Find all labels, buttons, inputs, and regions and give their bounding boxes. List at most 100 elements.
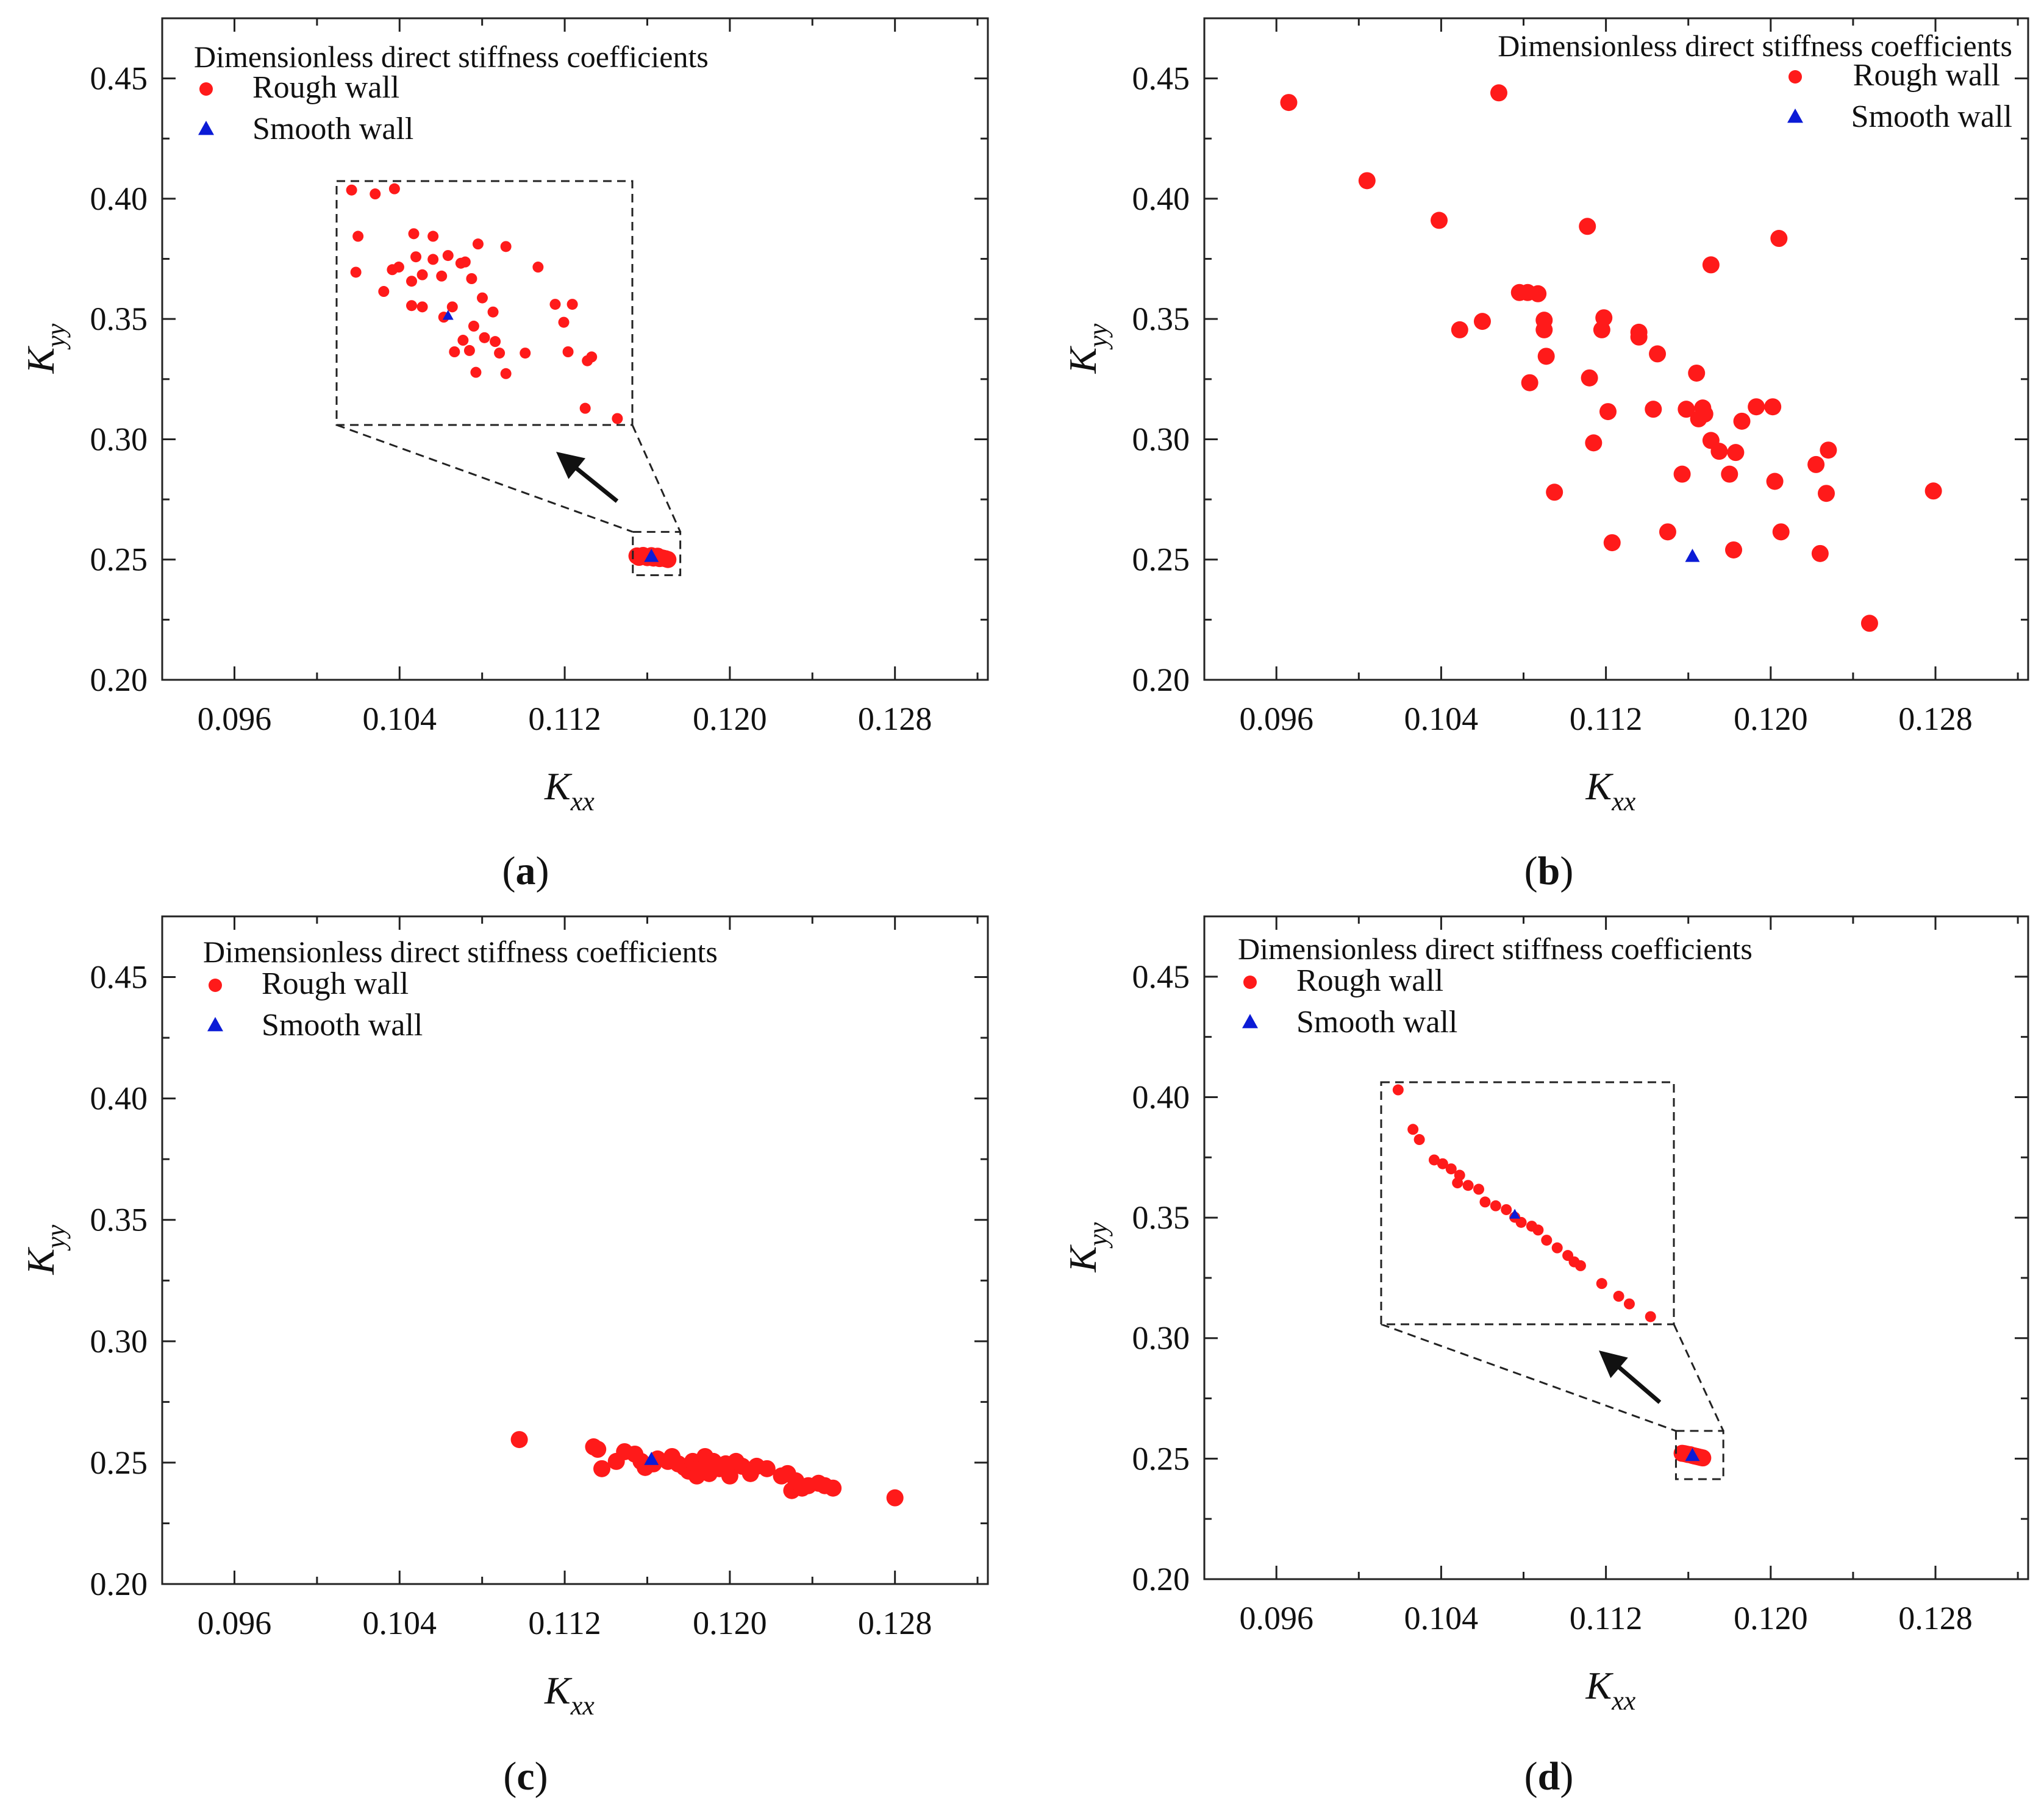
inset-rough-wall-point [1479, 1196, 1491, 1208]
inset-rough-wall-point [472, 238, 484, 250]
rough-wall-point [1649, 345, 1667, 363]
rough-wall-point [1521, 374, 1538, 391]
rough-wall-point [1599, 403, 1617, 421]
y-tick-label: 0.20 [1132, 662, 1190, 698]
panel-caption-close: ) [536, 849, 549, 893]
smooth-wall-point [1685, 549, 1700, 562]
inset-rough-wall-point [500, 368, 512, 379]
y-tick-label: 0.20 [90, 1566, 148, 1602]
y-tick-label: 0.25 [90, 1444, 148, 1481]
y-axis-title-sub: yy [1083, 1222, 1113, 1249]
x-tick-label: 0.128 [858, 701, 932, 737]
smooth-wall-point [644, 1452, 659, 1465]
data-points [1673, 1444, 1712, 1467]
rough-wall-point [1529, 285, 1547, 302]
inset-rough-wall-point [532, 262, 544, 273]
x-tick-label: 0.112 [528, 701, 601, 737]
inset-rough-wall-point [427, 230, 439, 242]
inset-rough-wall-point [1490, 1200, 1501, 1211]
zoom-inset [1380, 1081, 1724, 1480]
inset-rough-wall-point [408, 228, 420, 240]
inset-rough-wall-point [490, 336, 501, 348]
x-tick-label: 0.112 [528, 1605, 601, 1641]
rough-wall-point [1772, 523, 1790, 541]
x-axis-title-sub: xx [1611, 1686, 1636, 1716]
y-axis-title: Kyy [1061, 1222, 1113, 1272]
inset-rough-wall-point [442, 250, 454, 262]
rough-wall-point [1690, 410, 1707, 427]
inset-rough-wall-point [455, 257, 466, 269]
rough-wall-point [1725, 541, 1743, 558]
rough-wall-point [1764, 398, 1782, 416]
x-tick-label: 0.096 [1239, 701, 1313, 737]
rough-wall-point [1770, 230, 1788, 248]
panel-caption: (a) [502, 849, 549, 893]
legend-title: Dimensionless direct stiffness coefficie… [1498, 29, 2012, 63]
rough-wall-point [1630, 328, 1648, 346]
panel-caption-open: ( [1524, 849, 1538, 893]
rough-wall-point [1645, 401, 1662, 418]
rough-wall-point [1694, 1449, 1712, 1467]
x-tick-label: 0.112 [1570, 701, 1643, 737]
y-axis-title-sub: yy [41, 1224, 71, 1251]
smooth-wall-point [644, 549, 659, 562]
legend-rough-marker [1788, 70, 1802, 84]
legend-rough-label: Rough wall [1296, 963, 1443, 998]
rough-wall-point [1431, 212, 1448, 229]
inset-rough-wall-point [378, 286, 390, 298]
rough-wall-point [1581, 369, 1598, 387]
legend-rough-marker [199, 82, 213, 96]
rough-wall-point [1280, 94, 1298, 112]
inset-rough-wall-point [446, 301, 458, 313]
inset-rough-wall-point [494, 348, 506, 359]
legend-rough-label: Rough wall [262, 966, 409, 1001]
rough-wall-point [1473, 313, 1491, 330]
inset-rough-wall-point [346, 184, 357, 196]
y-tick-label: 0.25 [1132, 1440, 1190, 1477]
panels: 0.096 0.104 0.112 0.120 0.128 0.20 0.25 0.30 0.3… [19, 17, 2029, 1799]
zoom-inset [335, 180, 682, 576]
plot-frame [1203, 915, 2029, 1580]
legend-smooth-marker [1787, 108, 1803, 123]
legend-smooth-label: Smooth wall [1851, 99, 2012, 134]
inset-rough-wall-point [416, 301, 428, 313]
inset-rough-wall-point [466, 273, 477, 284]
inset-rough-wall-point [463, 344, 475, 356]
chart-panel-c: 0.096 0.104 0.112 0.120 0.128 0.20 0.25 0.30 0.3… [19, 915, 989, 1799]
chart-panel-a: 0.096 0.104 0.112 0.120 0.128 0.20 0.25 0.30 0.3… [19, 17, 989, 893]
rough-wall-point [1678, 401, 1695, 418]
panel-caption-close: ) [1560, 1754, 1573, 1799]
zoom-connector-right [631, 424, 682, 532]
panel-caption-open: ( [503, 1754, 516, 1799]
inset-rough-wall-point [352, 230, 364, 242]
inset-rough-wall-point [1613, 1291, 1624, 1302]
inset-rough-wall-point [1532, 1224, 1544, 1236]
legend-smooth-marker [198, 120, 214, 135]
inset-rough-wall-point [470, 366, 482, 378]
legend-title: Dimensionless direct stiffness coefficie… [194, 40, 709, 74]
rough-wall-point [1818, 485, 1835, 502]
panel-caption: (d) [1524, 1754, 1574, 1799]
x-tick-label: 0.104 [1404, 701, 1479, 737]
y-tick-label: 0.30 [90, 421, 148, 457]
y-tick-label: 0.45 [90, 60, 148, 97]
y-tick-label: 0.35 [1132, 1199, 1190, 1236]
x-axis-title-sub: xx [570, 1691, 595, 1721]
legend-rough-marker [209, 979, 222, 992]
rough-wall-point [1535, 321, 1553, 338]
panel-caption-letter: d [1538, 1754, 1560, 1799]
legend-smooth-label: Smooth wall [1296, 1005, 1457, 1040]
inset-rough-wall-point [406, 276, 418, 287]
zoom-connector-right [1673, 1324, 1724, 1432]
rough-wall-point [1546, 483, 1563, 501]
inset-rough-wall-point [1413, 1134, 1425, 1146]
inset-rough-wall-point [612, 413, 623, 424]
inset-rough-wall-point [1462, 1180, 1474, 1191]
x-axis-title: Kxx [544, 1669, 595, 1721]
inset-box [335, 180, 634, 426]
panel-caption-letter: c [516, 1754, 534, 1799]
y-axis-title-main: K [1061, 1244, 1104, 1273]
inset-box [1380, 1081, 1675, 1326]
inset-rough-wall-point [1445, 1163, 1457, 1175]
